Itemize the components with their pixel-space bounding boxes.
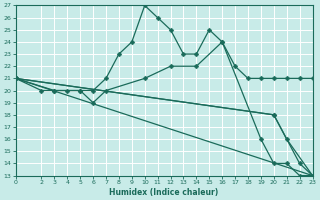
X-axis label: Humidex (Indice chaleur): Humidex (Indice chaleur) <box>109 188 219 197</box>
